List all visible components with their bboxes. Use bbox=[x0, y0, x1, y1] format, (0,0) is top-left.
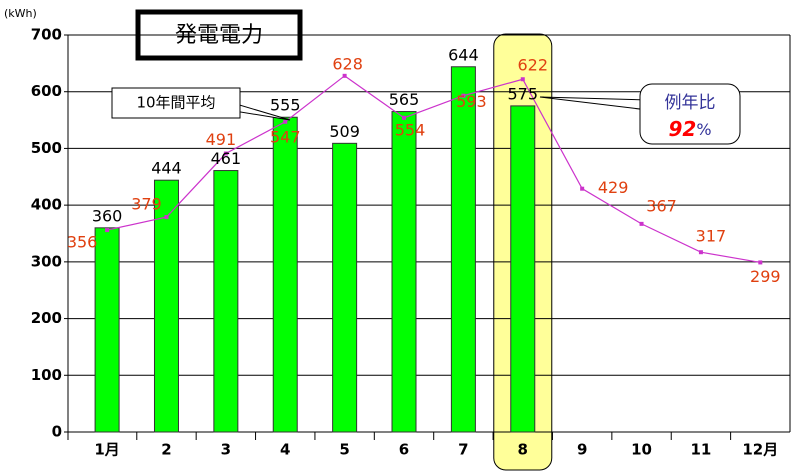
line-label: 593 bbox=[456, 92, 487, 111]
bar-label: 461 bbox=[211, 149, 242, 168]
line-label: 317 bbox=[696, 227, 727, 246]
y-tick-label: 400 bbox=[31, 196, 62, 214]
x-tick-label: 10 bbox=[631, 441, 652, 459]
line-label: 547 bbox=[270, 127, 301, 146]
x-tick-label: 1月 bbox=[94, 441, 119, 459]
line-marker bbox=[164, 215, 169, 220]
y-tick-label: 700 bbox=[31, 26, 62, 44]
x-tick-label: 4 bbox=[280, 441, 290, 459]
x-tick-label: 2 bbox=[161, 441, 171, 459]
y-tick-label: 0 bbox=[52, 423, 62, 441]
line-label: 379 bbox=[131, 195, 162, 214]
ratio-text: 92% bbox=[668, 117, 711, 141]
x-tick-label: 9 bbox=[577, 441, 587, 459]
bar-label: 360 bbox=[92, 206, 123, 225]
line-marker bbox=[402, 115, 407, 120]
bar bbox=[332, 142, 358, 433]
y-tick-label: 500 bbox=[31, 139, 62, 157]
bar-label: 444 bbox=[151, 159, 182, 178]
ratio-pointer bbox=[539, 96, 649, 111]
line-label: 367 bbox=[646, 196, 677, 215]
plot: 0 100 200 300 400 500 600 700 1月 2 3 4 5 6 7 8 9 10 11 12月 3… bbox=[31, 26, 791, 459]
line-label: 429 bbox=[598, 178, 629, 197]
bar bbox=[272, 116, 298, 433]
bar-label: 509 bbox=[329, 122, 360, 141]
bar bbox=[450, 66, 476, 433]
x-tick-label: 7 bbox=[458, 441, 468, 459]
y-tick-label: 200 bbox=[31, 309, 62, 327]
ratio-value: 92 bbox=[668, 117, 696, 141]
x-tick-label: 12月 bbox=[742, 441, 778, 459]
ratio-unit: % bbox=[696, 120, 711, 139]
ratio-callout bbox=[639, 83, 741, 145]
line-marker bbox=[105, 228, 110, 233]
line-label: 299 bbox=[750, 267, 781, 286]
line bbox=[106, 75, 761, 264]
line-marker bbox=[758, 260, 763, 265]
bar-label: 565 bbox=[389, 90, 420, 109]
ratio-label: 例年比 bbox=[665, 93, 716, 113]
y-tick-label: 600 bbox=[31, 82, 62, 100]
y-tick-label: 100 bbox=[31, 366, 62, 384]
x-tick-label: 6 bbox=[399, 441, 409, 459]
line-marker bbox=[283, 119, 288, 124]
x-tick-label: 5 bbox=[339, 441, 349, 459]
x-tick-label: 3 bbox=[221, 441, 231, 459]
bar bbox=[153, 179, 179, 433]
bar-label: 575 bbox=[508, 84, 539, 103]
x-tick-label: 8 bbox=[518, 441, 528, 459]
line-label: 356 bbox=[67, 233, 98, 252]
line-marker bbox=[223, 151, 228, 156]
line-marker bbox=[461, 93, 466, 98]
line-marker bbox=[698, 250, 703, 255]
line-label: 622 bbox=[518, 56, 549, 75]
line-label: 491 bbox=[206, 130, 237, 149]
line-marker bbox=[520, 77, 525, 82]
legend-callout bbox=[111, 87, 241, 119]
x-tick-label: 11 bbox=[690, 441, 711, 459]
bar bbox=[391, 111, 417, 433]
legend-label: 10年間平均 bbox=[136, 94, 215, 112]
bar bbox=[94, 227, 120, 433]
bar bbox=[213, 170, 239, 433]
line-marker bbox=[580, 186, 585, 191]
line-marker bbox=[342, 73, 347, 78]
bar-label: 555 bbox=[270, 96, 301, 115]
line-label: 628 bbox=[332, 54, 363, 73]
y-unit: (kWh) bbox=[4, 7, 37, 20]
bar bbox=[510, 105, 536, 433]
bar-label: 644 bbox=[448, 45, 479, 64]
line-label: 554 bbox=[395, 120, 426, 139]
y-tick-label: 300 bbox=[31, 252, 62, 270]
line-marker bbox=[639, 221, 644, 226]
